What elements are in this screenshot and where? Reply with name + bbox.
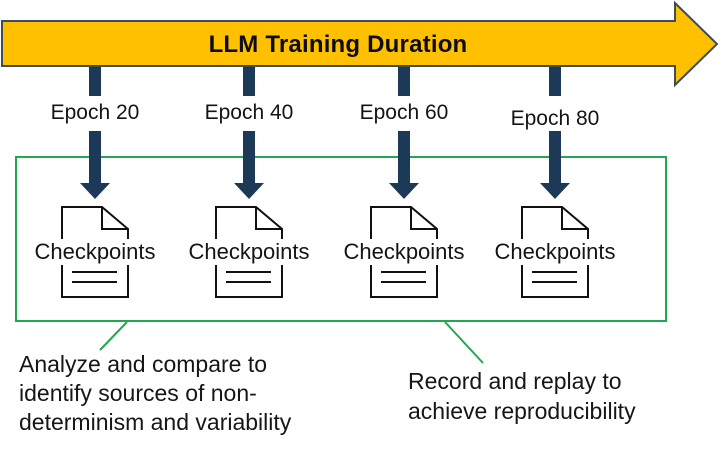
connector-bar [398,67,410,96]
epoch-label: Epoch 40 [204,101,294,124]
document-fold [410,207,437,230]
epoch-label: Epoch 60 [359,101,449,124]
down-arrow-shape [234,131,264,199]
connector-bar [243,67,255,96]
checkpoint-label: Checkpoints [340,239,468,265]
down-arrow-icon [540,131,570,199]
callout-line-left [99,321,128,351]
callout-line-right [444,321,484,364]
timeline-arrow [1,0,719,88]
down-arrow-icon [234,131,264,199]
epoch-column-80: Epoch 80 Checkpoints [491,67,619,307]
checkpoint-label: Checkpoints [31,239,159,265]
down-arrow-icon [389,131,419,199]
document-fold [255,207,282,230]
down-arrow-shape [389,131,419,199]
checkpoint-label: Checkpoints [491,239,619,265]
epoch-column-20: Epoch 20 Checkpoints [31,67,159,307]
epoch-column-60: Epoch 60 Checkpoints [340,67,468,307]
down-arrow-shape [540,131,570,199]
note-record-replay: Record and replay to achieve reproducibi… [408,368,636,424]
connector-bar [549,67,561,96]
timeline-arrow-shape [1,0,719,88]
checkpoint-label: Checkpoints [185,239,313,265]
down-arrow-icon [80,131,110,199]
document-fold [101,207,128,230]
epoch-label: Epoch 80 [510,107,600,130]
document-fold [561,207,588,230]
checkpoints-group-box [15,156,667,322]
connector-bar [89,67,101,96]
epoch-column-40: Epoch 40 Checkpoints [185,67,313,307]
note-analyze-compare: Analyze and compare to identify sources … [19,351,292,435]
down-arrow-shape [80,131,110,199]
banner-title: LLM Training Duration [208,31,468,58]
epoch-label: Epoch 20 [50,101,140,124]
callout-lines [99,321,484,364]
